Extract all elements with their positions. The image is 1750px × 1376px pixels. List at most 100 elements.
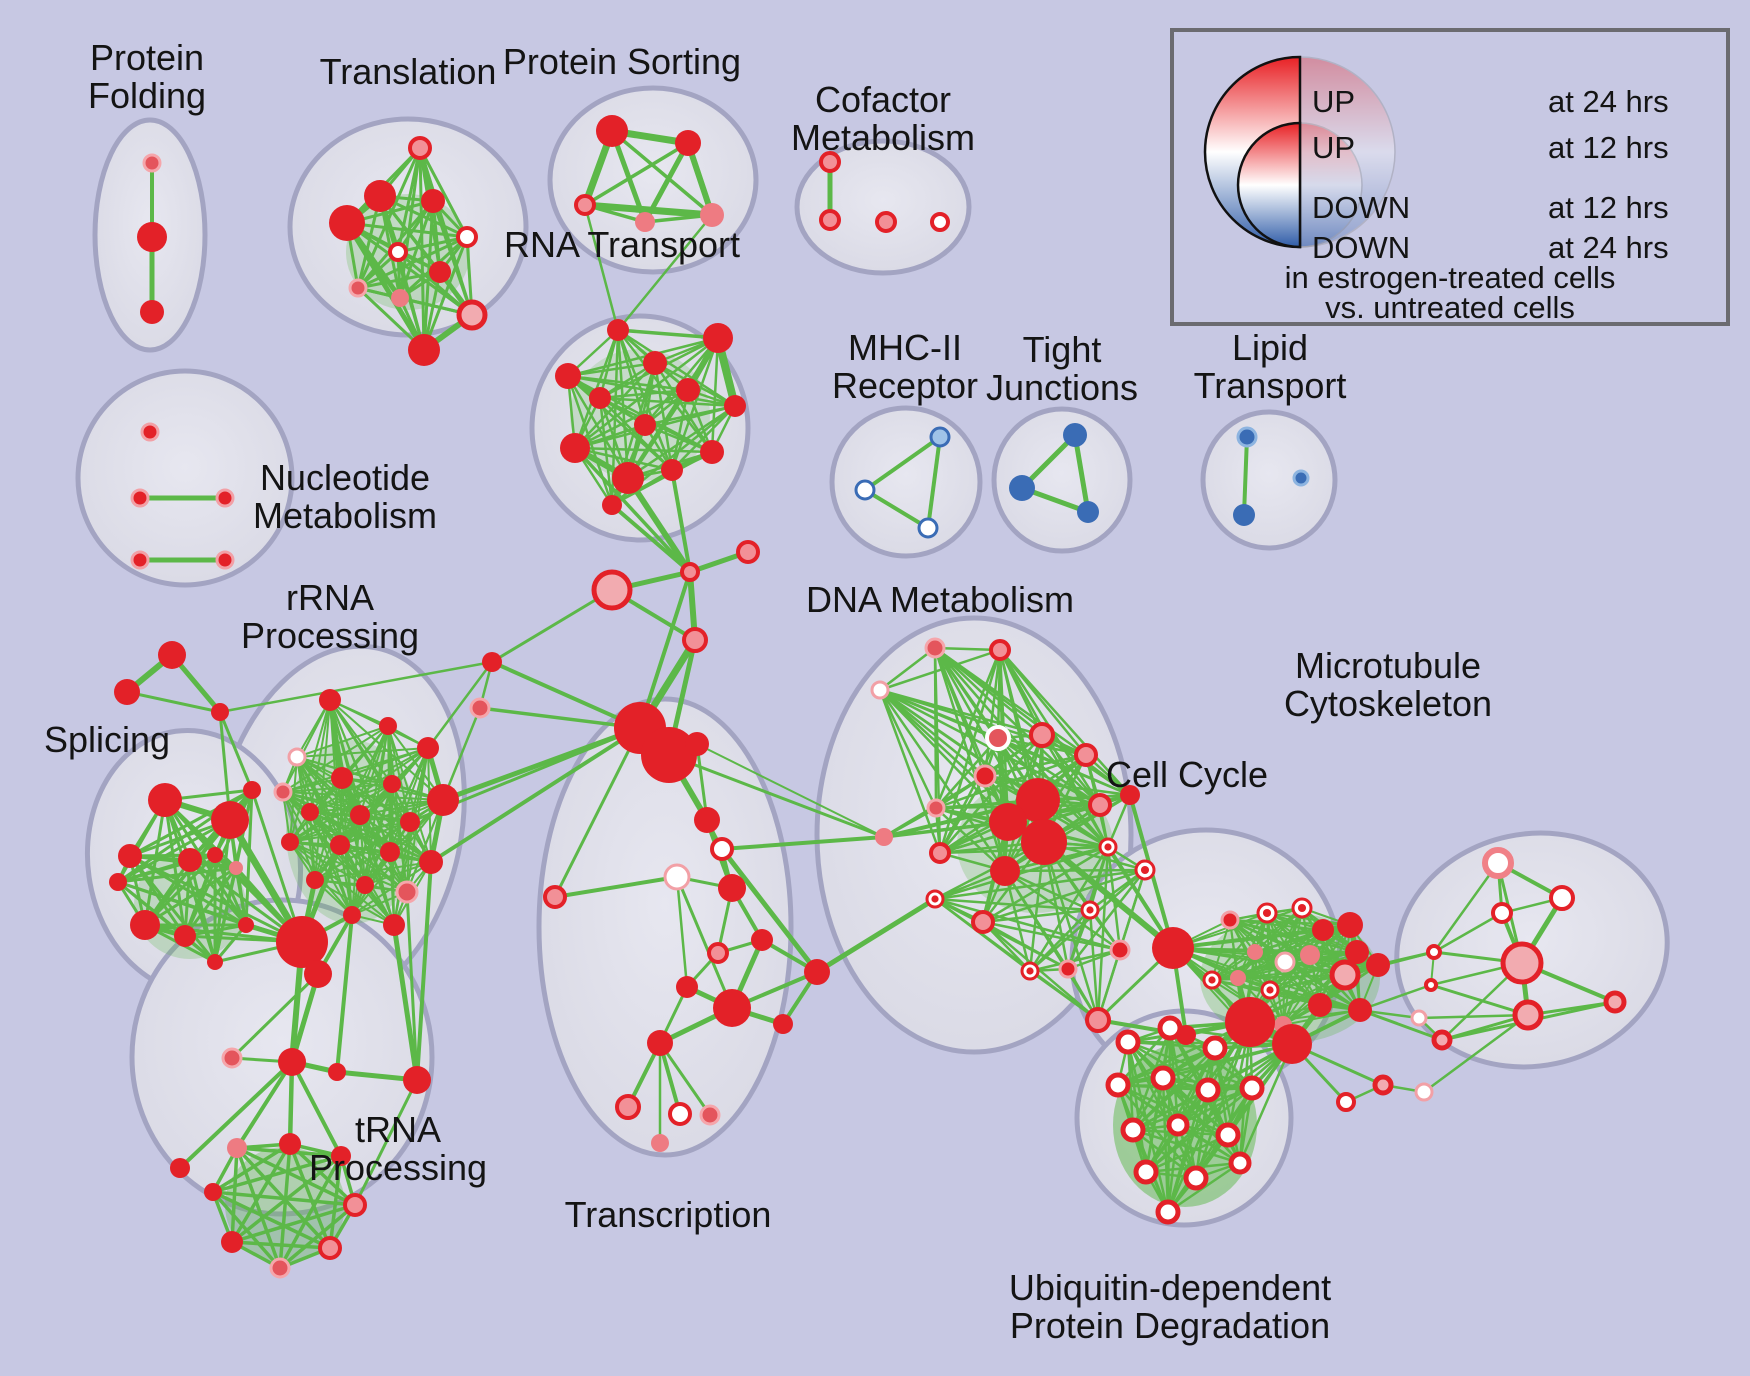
network-node: [207, 847, 223, 863]
network-node: [555, 363, 581, 389]
network-node: [854, 479, 876, 501]
network-edge: [573, 446, 674, 472]
network-edge: [1088, 908, 1100, 1022]
network-edge: [327, 697, 345, 781]
network-node: [1152, 927, 1194, 969]
network-edge: [675, 875, 734, 1010]
network-edge: [1072, 432, 1091, 515]
network-edge: [1422, 1013, 1530, 1094]
network-node: [348, 278, 368, 298]
network-node: [682, 627, 708, 653]
network-node: [1300, 945, 1320, 965]
network-node: [589, 387, 611, 409]
network-edge: [289, 841, 432, 863]
network-edge: [566, 361, 657, 378]
network-node-dot: [1026, 967, 1034, 975]
network-node: [343, 906, 361, 924]
network-edge: [878, 688, 1010, 824]
network-edge: [882, 820, 1010, 839]
network-edge: [1041, 839, 1176, 951]
network-node: [643, 351, 667, 375]
network-node-dot: [1297, 903, 1307, 913]
network-node: [1009, 475, 1035, 501]
network-edge: [309, 799, 444, 813]
network-edge: [696, 743, 885, 838]
network-node: [676, 378, 700, 402]
network-edge: [933, 646, 1010, 824]
network-edge: [490, 588, 614, 664]
network-edge: [981, 920, 1070, 971]
network-node: [329, 205, 365, 241]
network-node: [930, 212, 950, 232]
network-edge: [610, 503, 692, 574]
network-node: [635, 212, 655, 232]
cluster-label-splicing: Splicing: [44, 719, 170, 760]
network-edge: [996, 736, 1102, 807]
network-node: [130, 550, 150, 570]
network-edge: [642, 140, 691, 225]
network-node: [1063, 423, 1087, 447]
network-node: [1215, 1122, 1241, 1148]
network-node: [1183, 1165, 1209, 1191]
network-node: [395, 880, 419, 904]
network-node: [1225, 997, 1275, 1047]
network-node: [651, 1134, 669, 1152]
network-edge: [278, 1203, 357, 1270]
cluster-label-cofactor-metabolism: Cofactor: [815, 79, 951, 120]
network-node: [287, 747, 307, 767]
network-edge: [211, 1190, 332, 1250]
network-edge: [583, 203, 620, 332]
legend-direction-label: DOWN: [1312, 230, 1410, 265]
cluster-label-rrna-processing: Processing: [241, 615, 419, 656]
network-node: [773, 1014, 793, 1034]
network-node: [421, 189, 445, 213]
cluster-bubble-lipid-transport: [1200, 409, 1338, 551]
network-edge: [418, 146, 469, 239]
network-edge: [616, 328, 720, 340]
network-node: [403, 1066, 431, 1094]
network-node: [1247, 944, 1263, 960]
network-node: [330, 835, 350, 855]
network-node: [543, 885, 567, 909]
network-node: [985, 725, 1011, 751]
network-edge: [566, 374, 630, 480]
network-edge: [1088, 868, 1147, 912]
network-node: [615, 1094, 641, 1120]
network-node: [1236, 426, 1258, 448]
network-edge: [211, 1142, 292, 1194]
cluster-label-microtubule-cytoskeleton: Cytoskeleton: [1284, 683, 1492, 724]
network-edge: [933, 646, 942, 855]
network-edge: [581, 201, 716, 219]
network-node: [1512, 999, 1544, 1031]
network-node: [680, 562, 700, 582]
network-node: [331, 1146, 351, 1166]
legend-time-label: at 12 hrs: [1548, 130, 1669, 165]
network-edge: [653, 361, 674, 472]
network-edge: [235, 1060, 294, 1150]
network-edge: [670, 388, 690, 472]
network-edge: [250, 788, 304, 944]
network-edge: [720, 835, 886, 851]
network-node: [356, 876, 374, 894]
legend-time-label: at 24 hrs: [1548, 230, 1669, 265]
network-node: [211, 703, 229, 721]
network-edge: [339, 844, 408, 893]
network-node: [647, 1030, 673, 1056]
network-node: [215, 488, 235, 508]
network-edge: [933, 646, 1040, 802]
network-node: [926, 798, 946, 818]
network-edge: [163, 798, 187, 938]
network-edge: [1144, 1076, 1165, 1174]
network-edge: [863, 488, 930, 530]
network-node: [1195, 1077, 1221, 1103]
network-node: [140, 300, 164, 324]
network-node: [140, 422, 160, 442]
network-node: [109, 873, 127, 891]
network-node: [675, 130, 701, 156]
network-edge: [289, 971, 321, 1065]
network-node: [713, 989, 751, 1027]
network-edge: [1242, 435, 1249, 517]
network-node: [736, 540, 760, 564]
network-edge: [339, 844, 353, 916]
